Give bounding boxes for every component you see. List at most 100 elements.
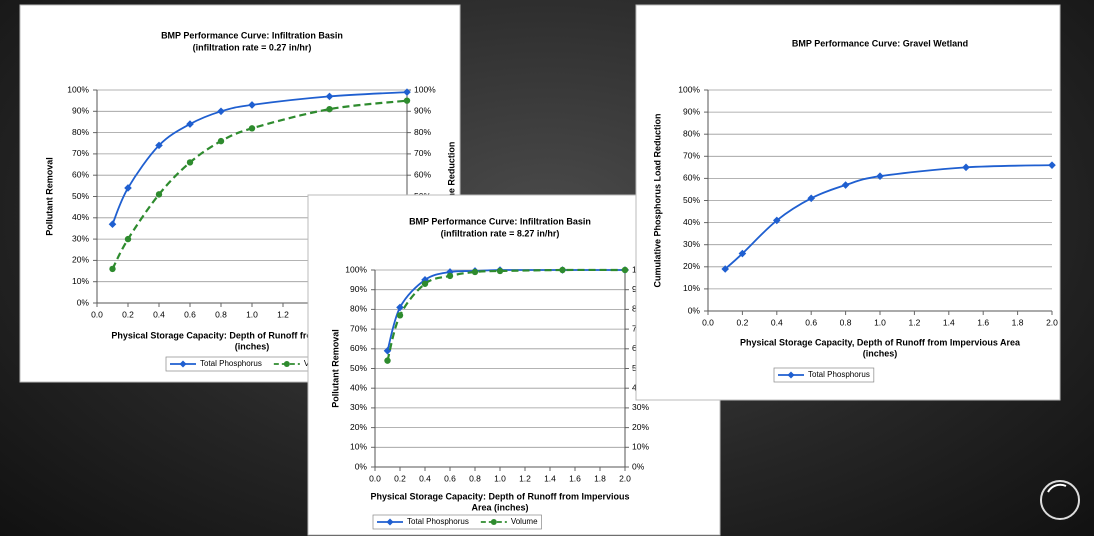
legend-box	[372, 514, 542, 530]
data-point	[124, 184, 132, 192]
data-point	[155, 141, 163, 150]
chart: BMP Performance Curve: Gravel Wetland 0% 1…	[635, 4, 1061, 401]
y-tick-label: 0%	[688, 305, 701, 315]
x-tick-label: 0.0	[702, 317, 714, 327]
y-tick-label: 80%	[72, 127, 89, 137]
x-tick-label: 1.2	[908, 317, 920, 327]
x-tick-label: 2.0	[619, 473, 631, 483]
y-tick-label: 40%	[350, 382, 367, 392]
x-axis-label: Physical Storage Capacity: Depth of Runo…	[111, 330, 393, 340]
y2-tick-label: 20%	[632, 422, 649, 432]
y-axis-label: Cumulative Phosphorus Load Reduction	[652, 113, 662, 287]
x-tick-label: 1.0	[874, 317, 886, 327]
data-point	[621, 266, 629, 274]
data-point	[446, 272, 454, 280]
y-tick-label: 70%	[350, 323, 367, 333]
data-point	[325, 92, 334, 101]
data-point	[876, 172, 884, 180]
y-tick-label: 50%	[72, 191, 89, 201]
x-tick-label: 0.8	[469, 473, 481, 483]
y-tick-label: 50%	[350, 363, 367, 373]
y2-tick-label: 100%	[414, 84, 436, 94]
y-tick-label: 30%	[350, 402, 367, 412]
data-point	[559, 266, 566, 274]
data-point	[108, 220, 117, 228]
y-tick-label: 60%	[683, 173, 700, 183]
y-tick-label: 0%	[77, 297, 90, 307]
button-highlight	[1047, 483, 1067, 493]
x-tick-label: 2.0	[1046, 317, 1058, 327]
data-point	[962, 163, 970, 172]
data-point	[124, 235, 132, 243]
data-point	[403, 97, 411, 104]
chart-title: BMP Performance Curve: Gravel Wetland	[792, 38, 968, 48]
x-tick-label: 1.2	[277, 309, 289, 319]
y-tick-label: 60%	[350, 343, 367, 353]
y-tick-label: 40%	[72, 212, 89, 222]
x-tick-label: 0.6	[805, 317, 817, 327]
data-point	[773, 216, 781, 225]
slide-button[interactable]	[1040, 480, 1080, 520]
legend-marker	[283, 361, 290, 367]
legend-label: Volume	[511, 517, 538, 526]
data-point	[721, 265, 729, 273]
y-tick-label: 30%	[683, 239, 700, 249]
y-tick-label: 80%	[350, 304, 367, 314]
legend-label: Total Phosphorus	[407, 517, 469, 526]
y-tick-label: 10%	[683, 283, 700, 293]
y-tick-label: 20%	[72, 255, 89, 265]
chart: BMP Performance Curve: Infiltration Basi…	[19, 4, 461, 383]
y2-tick-label: 80%	[414, 127, 431, 137]
x-tick-label: 0.2	[394, 473, 406, 483]
x-tick-label: 0.8	[215, 309, 227, 319]
x-axis-label: (inches)	[235, 341, 270, 351]
data-point	[217, 137, 225, 145]
x-tick-label: 0.4	[771, 317, 783, 327]
y2-tick-label: 70%	[414, 148, 431, 158]
x-tick-label: 1.4	[544, 473, 556, 483]
x-tick-label: 1.6	[977, 317, 989, 327]
x-tick-label: 1.0	[246, 309, 258, 319]
x-axis-label: Area (inches)	[471, 502, 528, 512]
y-tick-label: 90%	[683, 106, 700, 116]
data-point	[403, 88, 411, 96]
data-point	[186, 159, 194, 166]
data-point	[807, 194, 815, 203]
x-tick-label: 0.0	[369, 473, 381, 483]
data-point	[496, 267, 504, 275]
data-point	[396, 303, 404, 312]
legend-label: Total Phosphorus	[808, 370, 870, 379]
y-tick-label: 10%	[350, 442, 367, 452]
chart-subtitle: (infiltration rate = 0.27 in/hr)	[193, 42, 312, 52]
data-point	[421, 280, 429, 287]
x-tick-label: 0.4	[419, 473, 431, 483]
x-axis-label: Physical Storage Capacity, Depth of Runo…	[740, 337, 1021, 347]
data-point	[155, 191, 163, 198]
series-line	[386, 268, 626, 361]
y-tick-label: 70%	[683, 151, 700, 161]
y-tick-label: 40%	[683, 217, 700, 227]
chart-title: BMP Performance Curve: Infiltration Basi…	[161, 30, 343, 40]
x-axis-label: (inches)	[863, 348, 898, 358]
legend: Total Phosphorus Volume	[372, 514, 542, 530]
legend: Total Phosphorus	[773, 367, 875, 383]
y2-tick-label: 10%	[632, 442, 649, 452]
button-ring	[1040, 480, 1080, 520]
chart-title: BMP Performance Curve: Infiltration Basi…	[409, 216, 591, 226]
y2-tick-label: 60%	[414, 169, 431, 179]
y-tick-label: 90%	[72, 106, 89, 116]
x-tick-label: 0.2	[736, 317, 748, 327]
x-tick-label: 0.6	[444, 473, 456, 483]
legend-marker	[490, 519, 497, 525]
y-axis-label: Pollutant Removal	[44, 157, 54, 236]
data-point	[326, 105, 333, 113]
y-tick-label: 20%	[350, 422, 367, 432]
data-point	[248, 101, 256, 109]
y-tick-label: 80%	[683, 128, 700, 138]
data-point	[471, 268, 479, 276]
y-tick-label: 20%	[683, 261, 700, 271]
y-tick-label: 90%	[350, 284, 367, 294]
x-tick-label: 1.2	[519, 473, 531, 483]
